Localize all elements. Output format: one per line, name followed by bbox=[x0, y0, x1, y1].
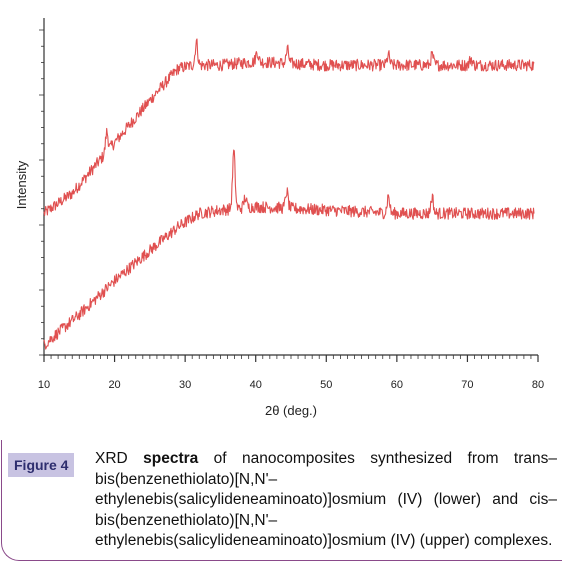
xrd-chart: 10 20 30 40 50 60 70 80 2θ (deg.) Intensity bbox=[14, 18, 544, 418]
series-line-upper bbox=[43, 38, 535, 216]
x-axis-title: 2θ (deg.) bbox=[265, 403, 317, 418]
chart-axes bbox=[39, 18, 539, 362]
x-tick-label: 50 bbox=[320, 379, 332, 391]
x-tick-label: 30 bbox=[179, 379, 191, 391]
caption-frame bbox=[1, 440, 562, 561]
caption-highlight: spectra bbox=[143, 450, 199, 467]
figure-label-badge: Figure 4 bbox=[8, 453, 75, 477]
y-axis-title: Intensity bbox=[14, 160, 29, 209]
caption-body: of nanocomposites synthesized from trans… bbox=[95, 450, 557, 549]
x-tick-label: 40 bbox=[250, 379, 262, 391]
x-tick-label: 20 bbox=[108, 379, 120, 391]
figure-caption: Figure 4 XRD spectra of nanocomposites s… bbox=[0, 440, 564, 564]
x-tick-label: 80 bbox=[532, 379, 544, 391]
caption-prefix: XRD bbox=[95, 450, 144, 467]
series-line-lower bbox=[43, 149, 535, 350]
x-tick-label: 60 bbox=[391, 379, 403, 391]
caption-text: XRD spectra of nanocomposites synthesize… bbox=[95, 449, 557, 552]
x-tick-labels: 10 20 30 40 50 60 70 80 bbox=[38, 379, 544, 391]
chart-series bbox=[43, 38, 535, 350]
x-tick-label: 10 bbox=[38, 379, 50, 391]
xrd-figure: 10 20 30 40 50 60 70 80 2θ (deg.) Intensity bbox=[14, 18, 544, 418]
x-tick-label: 70 bbox=[461, 379, 473, 391]
